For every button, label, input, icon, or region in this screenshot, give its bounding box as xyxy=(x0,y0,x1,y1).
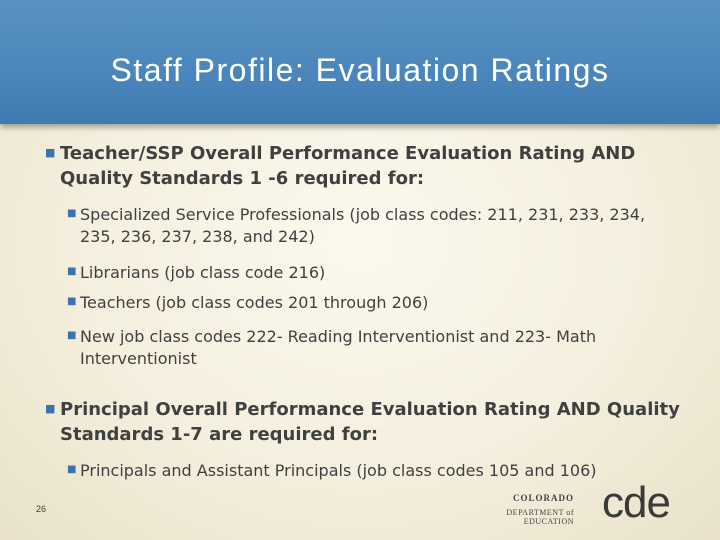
title-bar: Staff Profile: Evaluation Ratings xyxy=(0,0,720,124)
sub-bullet-new-codes: ■ New job class codes 222- Reading Inter… xyxy=(67,326,680,370)
sub-bullet-text: Specialized Service Professionals (job c… xyxy=(80,205,646,246)
sub-bullet-text: Teachers (job class codes 201 through 20… xyxy=(80,293,429,312)
logo-colorado: COLORADO xyxy=(512,493,574,503)
logo-mark: cde xyxy=(602,478,671,527)
bullet-text: Principal Overall Performance Evaluation… xyxy=(60,399,680,445)
sub-bullet-principals: ■ Principals and Assistant Principals (j… xyxy=(67,460,680,482)
bullet-square-icon: ■ xyxy=(67,266,77,277)
sub-bullet-text: New job class codes 222- Reading Interve… xyxy=(80,327,597,368)
sub-bullet-ssp: ■ Specialized Service Professionals (job… xyxy=(67,204,680,248)
bullet-square-icon: ■ xyxy=(45,146,56,159)
sub-bullet-text: Principals and Assistant Principals (job… xyxy=(80,461,597,480)
sub-bullet-teachers: ■ Teachers (job class codes 201 through … xyxy=(67,292,680,314)
cde-logo: COLORADO DEPARTMENT of EDUCATION cde xyxy=(486,478,696,527)
sub-bullet-text: Librarians (job class code 216) xyxy=(80,263,326,282)
bullet-principal: ■ Principal Overall Performance Evaluati… xyxy=(45,397,680,447)
logo-department: DEPARTMENT of EDUCATION xyxy=(506,508,574,526)
bullet-square-icon: ■ xyxy=(67,330,77,341)
sub-bullet-librarians: ■ Librarians (job class code 216) xyxy=(67,262,680,284)
bullet-square-icon: ■ xyxy=(45,402,56,415)
bullet-square-icon: ■ xyxy=(67,464,77,475)
bullet-teacher-ssp: ■ Teacher/SSP Overall Performance Evalua… xyxy=(45,141,680,191)
bullet-text: Teacher/SSP Overall Performance Evaluati… xyxy=(60,143,636,189)
slide-title: Staff Profile: Evaluation Ratings xyxy=(110,52,610,88)
page-number: 26 xyxy=(36,504,47,514)
bullet-square-icon: ■ xyxy=(67,208,77,219)
bullet-square-icon: ■ xyxy=(67,296,77,307)
